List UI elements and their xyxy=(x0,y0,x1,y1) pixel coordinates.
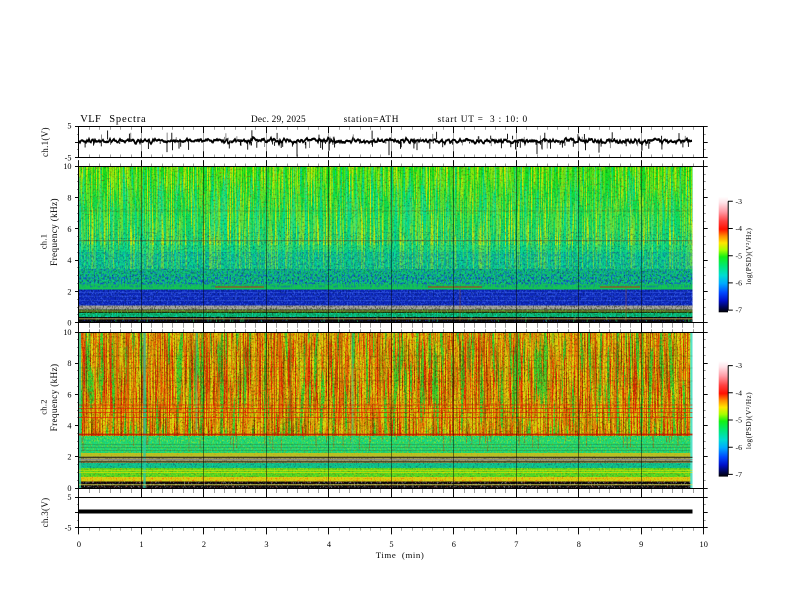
svg-text:-5: -5 xyxy=(736,416,743,425)
svg-text:-5: -5 xyxy=(736,251,743,260)
svg-text:Spectra: Spectra xyxy=(109,114,147,125)
svg-text:6: 6 xyxy=(67,390,71,399)
svg-text:6: 6 xyxy=(452,540,456,549)
svg-text:Frequency (kHz): Frequency (kHz) xyxy=(49,364,60,432)
svg-text:4: 4 xyxy=(327,540,332,549)
svg-text:0: 0 xyxy=(67,319,71,328)
svg-text:3: 3 xyxy=(264,540,268,549)
svg-text:Time (min): Time (min) xyxy=(376,550,425,560)
svg-text:5: 5 xyxy=(67,122,71,131)
svg-text:ch.1(V): ch.1(V) xyxy=(40,127,50,157)
svg-text:10: 10 xyxy=(63,162,71,171)
svg-text:0: 0 xyxy=(77,540,81,549)
svg-text:Frequency (kHz): Frequency (kHz) xyxy=(49,198,60,266)
svg-text:VLF: VLF xyxy=(80,114,102,125)
svg-text:4: 4 xyxy=(67,256,71,265)
svg-text:-7: -7 xyxy=(736,306,743,315)
svg-text:5: 5 xyxy=(389,540,393,549)
svg-text:-5: -5 xyxy=(65,153,72,162)
svg-text:8: 8 xyxy=(577,540,581,549)
svg-text:-3: -3 xyxy=(736,361,743,370)
svg-text:-6: -6 xyxy=(736,443,743,452)
svg-text:2: 2 xyxy=(67,453,71,462)
svg-text:-7: -7 xyxy=(736,470,743,479)
svg-text:start UT = 3 : 10: 0: start UT = 3 : 10: 0 xyxy=(438,115,528,125)
svg-text:5: 5 xyxy=(67,493,71,502)
svg-text:Dec. 29, 2025: Dec. 29, 2025 xyxy=(251,115,306,125)
svg-text:log(PSD)(V²/Hz): log(PSD)(V²/Hz) xyxy=(745,228,753,285)
svg-text:station=ATH: station=ATH xyxy=(344,115,399,125)
svg-text:-5: -5 xyxy=(65,524,72,533)
svg-text:4: 4 xyxy=(67,422,71,431)
svg-text:-4: -4 xyxy=(736,388,743,397)
svg-text:ch.2: ch.2 xyxy=(39,399,49,415)
svg-text:-4: -4 xyxy=(736,224,743,233)
svg-text:10: 10 xyxy=(700,540,708,549)
svg-text:log(PSD)(V²/Hz): log(PSD)(V²/Hz) xyxy=(745,392,753,449)
svg-text:1: 1 xyxy=(139,540,143,549)
svg-text:0: 0 xyxy=(67,484,71,493)
svg-text:8: 8 xyxy=(67,359,71,368)
svg-text:6: 6 xyxy=(67,225,71,234)
svg-text:ch.1: ch.1 xyxy=(39,234,49,250)
svg-text:8: 8 xyxy=(67,194,71,203)
svg-text:-6: -6 xyxy=(736,279,743,288)
svg-text:2: 2 xyxy=(67,287,71,296)
svg-text:ch.3(V): ch.3(V) xyxy=(40,498,50,528)
svg-text:7: 7 xyxy=(514,540,518,549)
svg-text:-3: -3 xyxy=(736,197,743,206)
svg-text:9: 9 xyxy=(639,540,643,549)
svg-text:10: 10 xyxy=(63,328,71,337)
svg-text:2: 2 xyxy=(202,540,206,549)
